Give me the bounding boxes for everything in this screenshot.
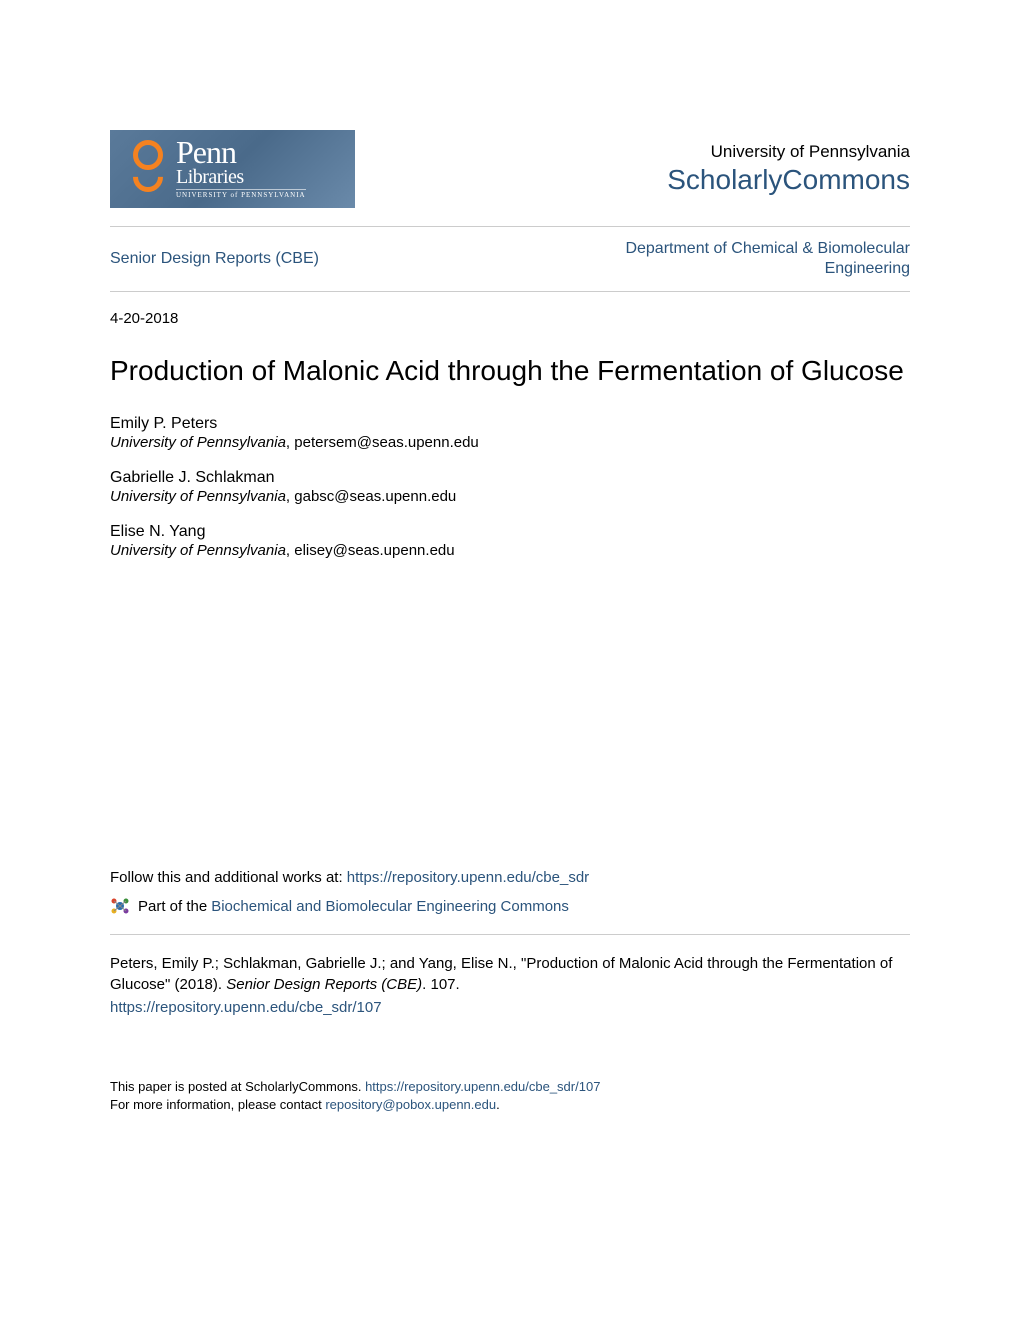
dept-line2: Engineering: [825, 260, 910, 277]
affil-text: University of Pennsylvania: [110, 434, 286, 451]
author-affiliation: University of Pennsylvania, elisey@seas.…: [110, 542, 910, 559]
author-name: Gabrielle J. Schlakman: [110, 469, 910, 487]
follow-section: Follow this and additional works at: htt…: [110, 869, 910, 1114]
divider-nav: [110, 291, 910, 292]
author-block-3: Elise N. Yang University of Pennsylvania…: [110, 523, 910, 559]
breadcrumb-nav: Senior Design Reports (CBE) Department o…: [110, 227, 910, 291]
author-email: , petersem@seas.upenn.edu: [286, 434, 479, 451]
footer-line1-link[interactable]: https://repository.upenn.edu/cbe_sdr/107: [365, 1079, 600, 1094]
citation-url-link[interactable]: https://repository.upenn.edu/cbe_sdr/107: [110, 997, 910, 1018]
author-block-1: Emily P. Peters University of Pennsylvan…: [110, 415, 910, 451]
citation-block: Peters, Emily P.; Schlakman, Gabrielle J…: [110, 953, 910, 1018]
collection-link[interactable]: Senior Design Reports (CBE): [110, 250, 319, 268]
citation-series: Senior Design Reports (CBE): [226, 976, 422, 993]
citation-text-2: . 107.: [422, 976, 460, 993]
part-of-line: Part of the Biochemical and Biomolecular…: [110, 896, 910, 916]
page-title: Production of Malonic Acid through the F…: [110, 355, 910, 387]
author-block-2: Gabrielle J. Schlakman University of Pen…: [110, 469, 910, 505]
author-email: , gabsc@seas.upenn.edu: [286, 488, 456, 505]
logo-text: Penn Libraries UNIVERSITY of PENNSYLVANI…: [176, 139, 306, 198]
part-of-prefix: Part of the: [138, 898, 207, 915]
dept-line1: Department of Chemical & Biomolecular: [625, 240, 910, 257]
open-access-icon: [128, 140, 168, 198]
affil-text: University of Pennsylvania: [110, 542, 286, 559]
network-icon: [110, 896, 130, 916]
footer-line2-prefix: For more information, please contact: [110, 1097, 325, 1112]
footer-text: This paper is posted at ScholarlyCommons…: [110, 1078, 910, 1114]
author-email: , elisey@seas.upenn.edu: [286, 542, 455, 559]
logo-libraries: Libraries: [176, 167, 306, 187]
footer-line2-suffix: .: [496, 1097, 500, 1112]
follow-line: Follow this and additional works at: htt…: [110, 869, 910, 886]
footer-line1-prefix: This paper is posted at ScholarlyCommons…: [110, 1079, 365, 1094]
divider-citation: [110, 934, 910, 935]
logo-subtitle: UNIVERSITY of PENNSYLVANIA: [176, 189, 306, 199]
logo-penn: Penn: [176, 139, 306, 166]
affil-text: University of Pennsylvania: [110, 488, 286, 505]
header-row: Penn Libraries UNIVERSITY of PENNSYLVANI…: [110, 130, 910, 208]
author-name: Emily P. Peters: [110, 415, 910, 433]
repository-name-link[interactable]: ScholarlyCommons: [667, 164, 910, 196]
publication-date: 4-20-2018: [110, 310, 910, 327]
penn-libraries-logo[interactable]: Penn Libraries UNIVERSITY of PENNSYLVANI…: [110, 130, 355, 208]
university-name: University of Pennsylvania: [667, 142, 910, 162]
author-affiliation: University of Pennsylvania, gabsc@seas.u…: [110, 488, 910, 505]
department-link[interactable]: Department of Chemical & Biomolecular En…: [625, 239, 910, 279]
follow-url-link[interactable]: https://repository.upenn.edu/cbe_sdr: [347, 869, 589, 886]
author-name: Elise N. Yang: [110, 523, 910, 541]
header-right: University of Pennsylvania ScholarlyComm…: [667, 142, 910, 196]
footer-contact-link[interactable]: repository@pobox.upenn.edu: [325, 1097, 496, 1112]
commons-link[interactable]: Biochemical and Biomolecular Engineering…: [211, 898, 569, 915]
follow-prefix: Follow this and additional works at:: [110, 869, 347, 886]
author-affiliation: University of Pennsylvania, petersem@sea…: [110, 434, 910, 451]
